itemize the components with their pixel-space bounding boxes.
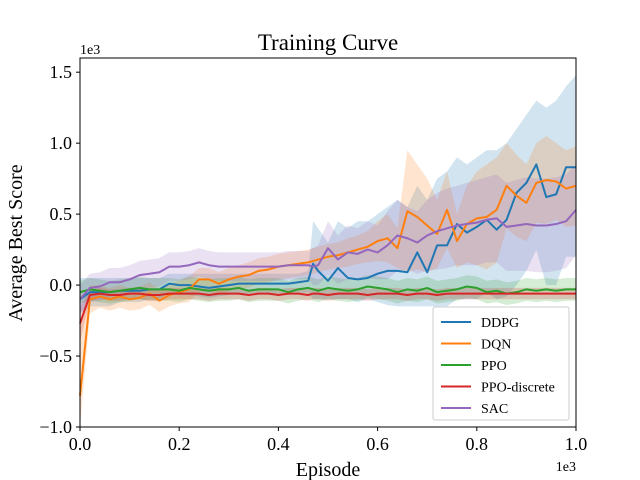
x-axis-multiplier: 1e3 — [556, 460, 576, 475]
series-lines — [79, 163, 577, 396]
y-tick-label: 0.0 — [50, 275, 73, 295]
x-tick-label: 0.8 — [466, 434, 489, 454]
band-ppo — [80, 275, 576, 305]
band-sac — [80, 164, 576, 314]
y-tick-label: −1.0 — [39, 417, 72, 437]
legend-label-ppo-discrete: PPO-discrete — [481, 381, 555, 396]
line-ddpg — [79, 163, 576, 301]
x-tick-label: 0.6 — [366, 434, 389, 454]
x-axis-label: Episode — [296, 459, 361, 480]
line-ppo-discrete — [79, 292, 576, 324]
band-ddpg — [80, 75, 576, 314]
line-ppo — [79, 285, 576, 295]
legend-label-ppo: PPO — [481, 359, 507, 374]
legend: DDPG DQN PPO PPO-discrete SAC — [432, 306, 570, 421]
legend-box — [432, 306, 570, 421]
x-tick-label: 0.4 — [267, 434, 290, 454]
y-axis-ticks: −1.0 −0.5 0.0 0.5 1.0 1.5 — [39, 62, 80, 437]
x-tick-label: 1.0 — [565, 434, 588, 454]
y-tick-label: 1.0 — [50, 133, 73, 153]
plot-frame — [79, 57, 577, 428]
y-axis-label: Average Best Score — [5, 164, 27, 321]
x-axis-ticks: 0.0 0.2 0.4 0.6 0.8 1.0 — [69, 427, 588, 454]
line-sac — [79, 209, 577, 300]
x-tick-label: 0.0 — [69, 434, 92, 454]
y-tick-label: 0.5 — [50, 204, 73, 224]
y-tick-label: −0.5 — [39, 346, 72, 366]
legend-label-ddpg: DDPG — [481, 316, 519, 331]
y-tick-label: 1.5 — [50, 62, 73, 82]
chart-title: Training Curve — [258, 30, 398, 55]
band-dqn — [80, 136, 576, 427]
x-tick-label: 0.2 — [168, 434, 191, 454]
legend-label-dqn: DQN — [481, 338, 511, 353]
legend-label-sac: SAC — [481, 402, 508, 417]
y-axis-multiplier: 1e3 — [80, 43, 100, 58]
